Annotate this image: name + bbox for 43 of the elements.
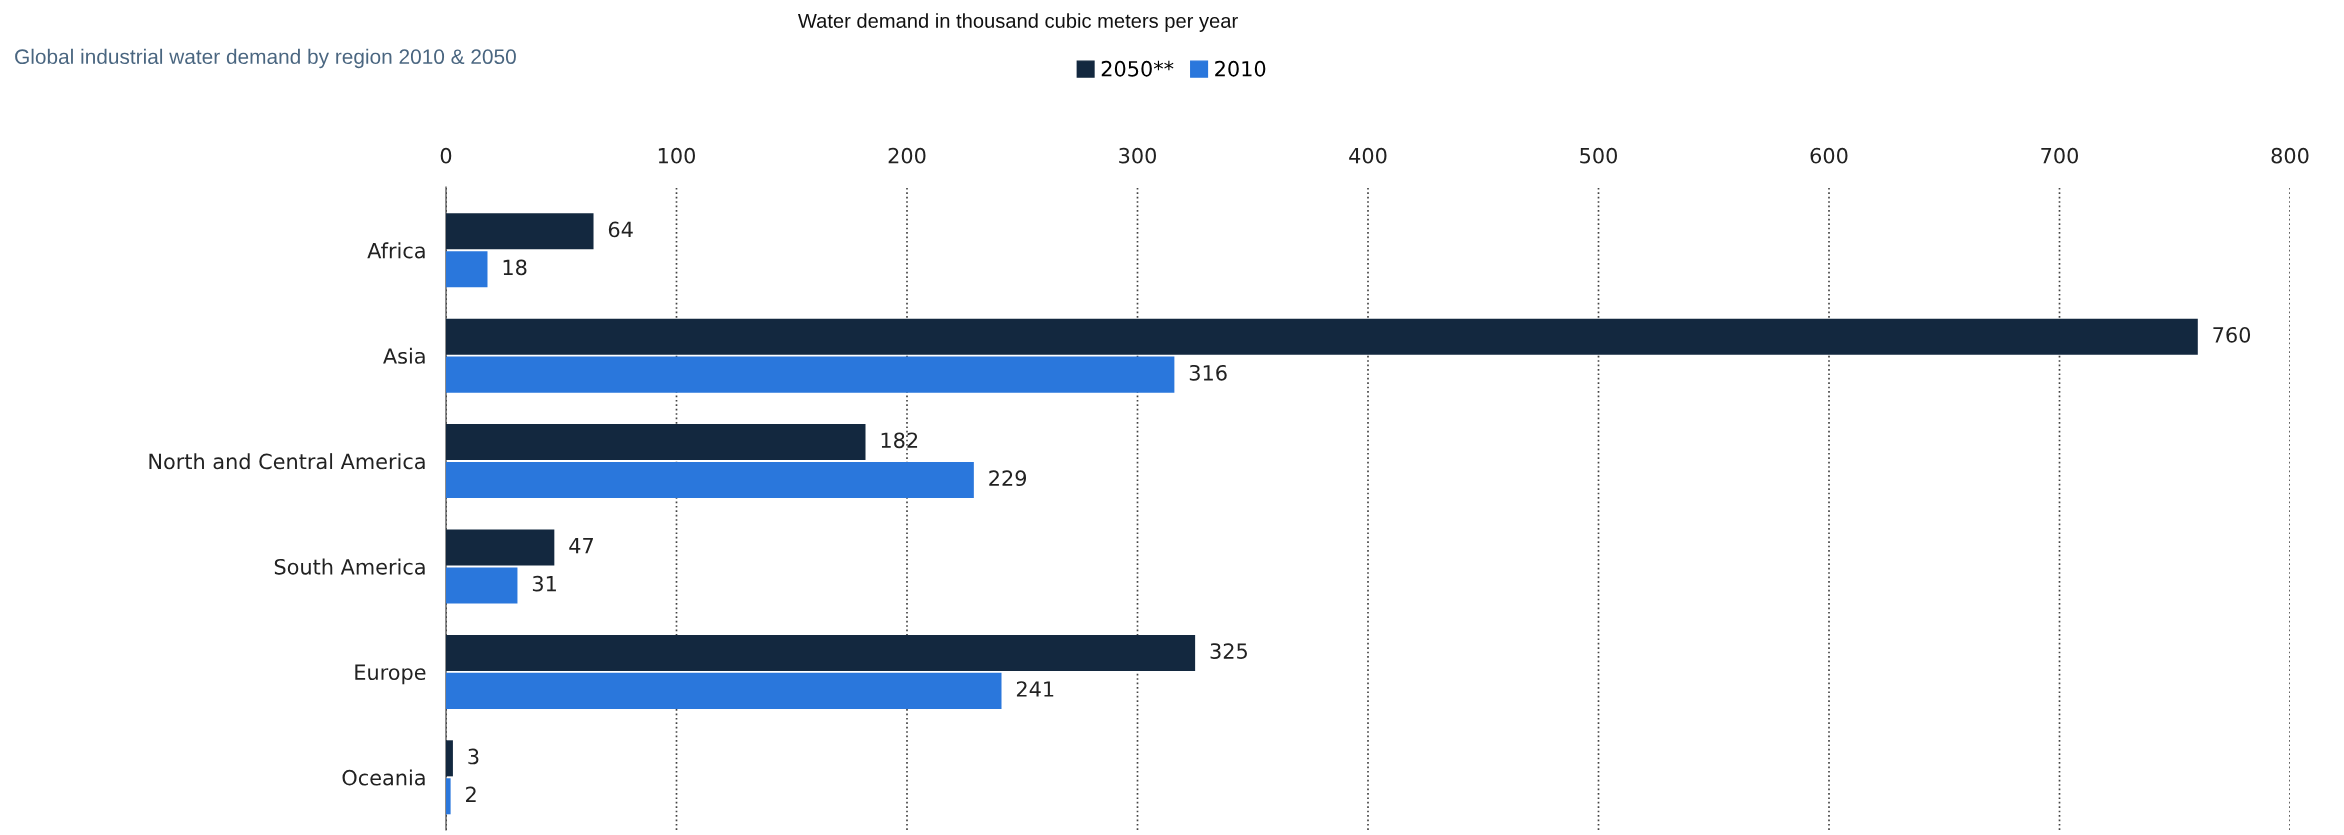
data-label: 18 xyxy=(503,259,527,276)
x-tick-label: 100 xyxy=(658,147,695,164)
data-label: 241 xyxy=(1016,681,1054,697)
data-label: 325 xyxy=(1210,643,1247,659)
bar xyxy=(446,672,1002,709)
legend-label: 2010 xyxy=(1215,60,1266,77)
y-tick-label: Europe xyxy=(355,664,426,685)
text: Water demand in thousand cubic meters per year xyxy=(797,13,1238,32)
x-tick-label: 300 xyxy=(1119,147,1156,164)
x-tick-label: 600 xyxy=(1810,147,1848,164)
x-tick-label: 400 xyxy=(1349,147,1387,164)
bar xyxy=(446,462,974,499)
data-label: 31 xyxy=(532,575,556,592)
data-label: 3 xyxy=(468,748,479,765)
bar xyxy=(446,778,451,815)
data-label: 64 xyxy=(608,221,633,238)
x-tick-label: 0 xyxy=(440,147,452,164)
y-tick-label: Africa xyxy=(367,242,425,259)
y-tick-label: South America xyxy=(274,558,425,575)
bar xyxy=(446,213,594,250)
data-label: 229 xyxy=(989,470,1027,487)
y-tick-label: Asia xyxy=(383,347,425,364)
legend-label: 2050** xyxy=(1101,60,1174,77)
x-tick-label: 500 xyxy=(1580,147,1617,164)
data-label: 47 xyxy=(569,538,593,554)
x-tick-label: 700 xyxy=(2041,147,2078,164)
y-tick-label: Oceania xyxy=(342,769,425,786)
bar xyxy=(446,251,488,288)
x-tick-label: 800 xyxy=(2271,147,2309,164)
data-label: 316 xyxy=(1189,364,1227,381)
data-label: 760 xyxy=(2213,326,2251,343)
bar xyxy=(446,529,555,566)
x-tick-label: 200 xyxy=(888,147,926,164)
y-tick-label: North and Central America xyxy=(149,453,425,470)
bar xyxy=(446,424,866,461)
data-label: 182 xyxy=(881,432,918,449)
text: Global industrial water demand by region 2010 & 2050 xyxy=(15,48,516,69)
bar xyxy=(446,318,2198,355)
bar xyxy=(446,740,453,777)
bar xyxy=(446,356,1175,393)
bar xyxy=(446,634,1196,671)
data-label: 2 xyxy=(466,786,476,803)
bar xyxy=(446,567,518,604)
